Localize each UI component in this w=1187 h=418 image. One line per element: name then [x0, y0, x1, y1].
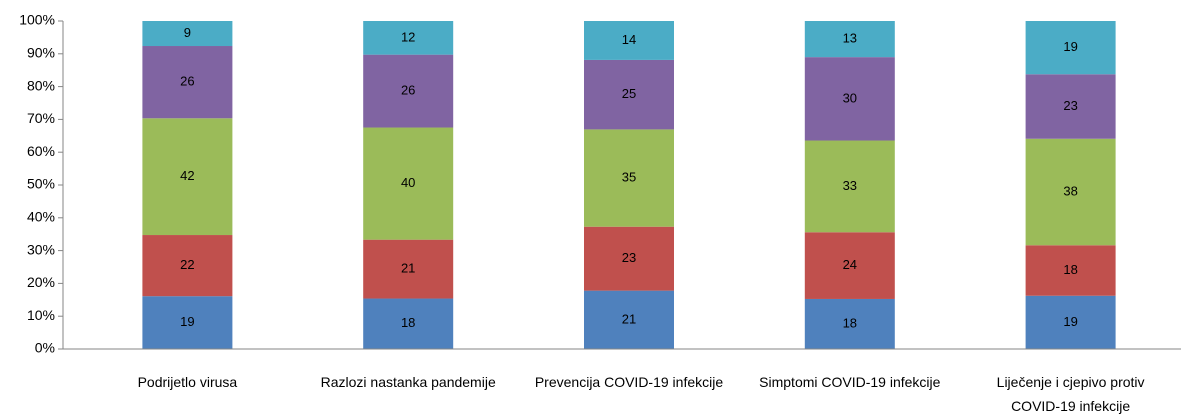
data-label: 33	[843, 178, 857, 193]
data-label: 18	[843, 315, 857, 330]
data-label: 42	[180, 168, 194, 183]
y-tick-label: 90%	[27, 45, 55, 61]
data-label: 38	[1063, 183, 1077, 198]
bar-segment	[142, 235, 233, 297]
data-label: 24	[843, 257, 857, 272]
y-tick-label: 60%	[27, 143, 55, 159]
x-tick-label: Razlozi nastanka pandemije	[320, 374, 496, 390]
data-label: 25	[622, 86, 636, 101]
bar-segment	[363, 54, 454, 128]
bar-segment	[1025, 74, 1116, 139]
bar-segment	[804, 140, 895, 233]
data-label: 26	[401, 83, 415, 98]
y-tick-label: 80%	[27, 77, 55, 93]
x-tick-label: Prevencija COVID-19 infekcije	[534, 374, 724, 390]
data-label: 19	[1063, 39, 1077, 54]
data-label: 19	[1063, 314, 1077, 329]
data-label: 14	[622, 32, 636, 47]
data-label: 21	[622, 311, 636, 326]
y-tick-label: 20%	[27, 274, 55, 290]
data-label: 40	[401, 175, 415, 190]
bar-segment	[363, 127, 454, 240]
bar-segment	[804, 232, 895, 299]
data-label: 35	[622, 169, 636, 184]
y-tick-label: 100%	[19, 12, 55, 28]
data-label: 12	[401, 29, 415, 44]
data-label: 18	[1063, 262, 1077, 277]
bar-segment	[142, 21, 233, 47]
data-label: 22	[180, 257, 194, 272]
y-tick-label: 40%	[27, 209, 55, 225]
bar-segment	[804, 298, 895, 349]
bar-segment	[804, 57, 895, 141]
bar-segment	[363, 239, 454, 299]
x-tick-label: Simptomi COVID-19 infekcije	[759, 374, 941, 390]
bar-segment	[1025, 21, 1116, 75]
x-tick-label: Podrijetlo virusa	[137, 374, 238, 390]
bar-segment	[1025, 245, 1116, 296]
data-label: 9	[184, 25, 191, 40]
data-label: 13	[843, 31, 857, 46]
bar-segment	[142, 46, 233, 119]
bar-segment	[363, 298, 454, 349]
data-label: 30	[843, 90, 857, 105]
y-tick-label: 30%	[27, 241, 55, 257]
data-label: 21	[401, 261, 415, 276]
y-tick-label: 10%	[27, 307, 55, 323]
y-tick-label: 50%	[27, 176, 55, 192]
y-tick-label: 0%	[35, 340, 55, 356]
data-label: 18	[401, 315, 415, 330]
bar-segment	[363, 21, 454, 55]
bar-segment	[1025, 138, 1116, 246]
data-label: 26	[180, 74, 194, 89]
bar-segment	[584, 290, 674, 349]
data-label: 23	[622, 250, 636, 265]
bar-segment	[584, 59, 674, 130]
bar-segment	[584, 21, 674, 60]
bar-segment	[584, 129, 674, 227]
data-label: 19	[180, 314, 194, 329]
bar-segment	[1025, 295, 1116, 349]
bar-segment	[584, 226, 674, 291]
y-tick-label: 70%	[27, 110, 55, 126]
x-tick-label: Liječenje i cjepivo protiv COVID-19 infe…	[996, 374, 1145, 414]
bar-segment	[804, 21, 895, 58]
bar-segment	[142, 118, 233, 236]
bar-segment	[142, 296, 233, 349]
data-label: 23	[1063, 98, 1077, 113]
